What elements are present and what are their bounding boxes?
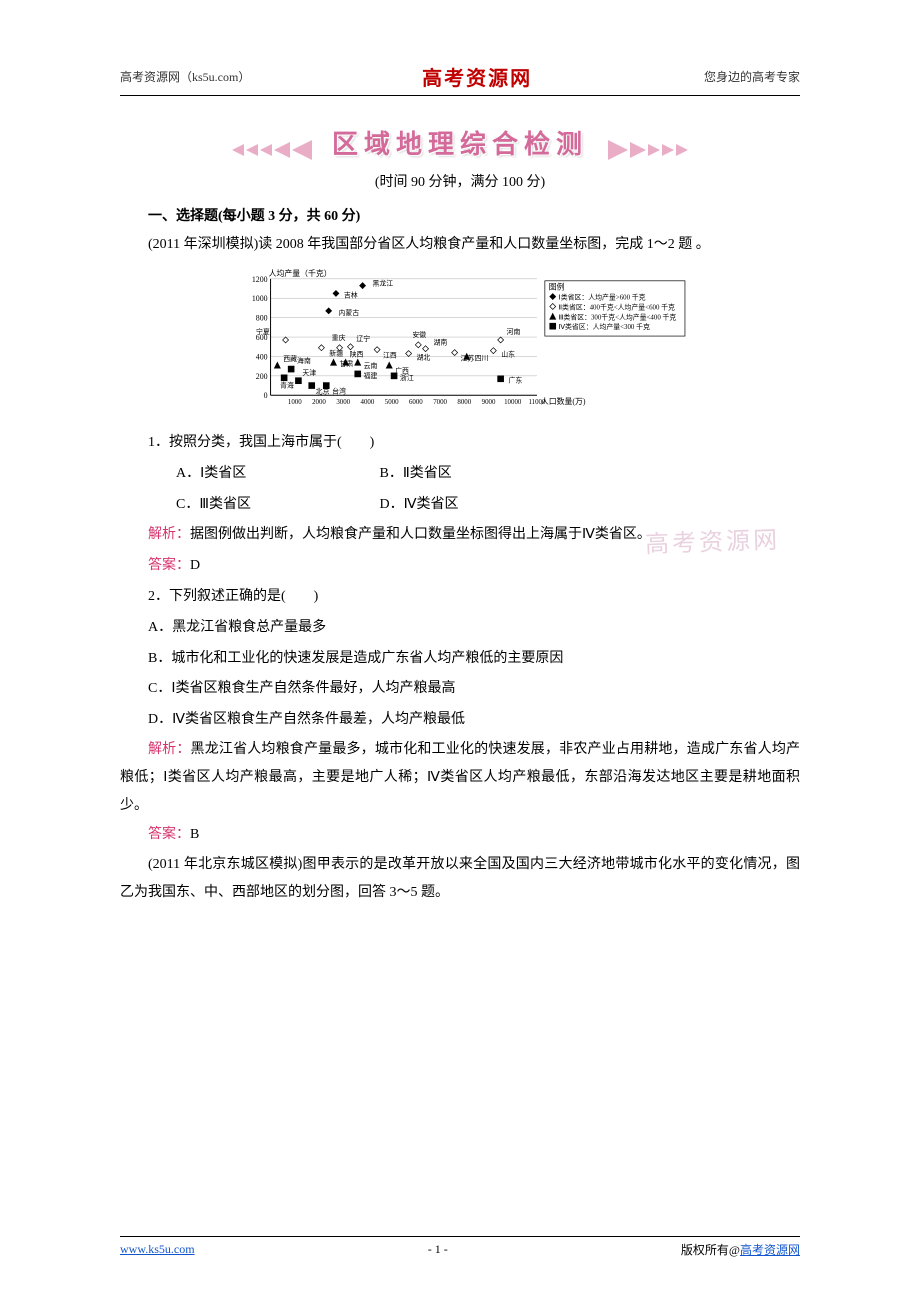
q2-analysis: 解析：黑龙江省人均粮食产量最多，城市化和工业化的快速发展，非农产业占用耕地，造成… xyxy=(120,736,800,820)
svg-text:400: 400 xyxy=(256,352,268,361)
svg-text:1000: 1000 xyxy=(288,399,302,406)
q2-option-a: A．黑龙江省粮食总产量最多 xyxy=(120,613,800,644)
svg-text:黑龙江: 黑龙江 xyxy=(372,279,393,288)
q1-option-d: D．Ⅳ类省区 xyxy=(352,490,552,521)
svg-text:3000: 3000 xyxy=(336,399,350,406)
svg-text:新疆: 新疆 xyxy=(329,349,343,358)
q2-option-b: B．城市化和工业化的快速发展是造成广东省人均产粮低的主要原因 xyxy=(120,644,800,675)
svg-text:台湾: 台湾 xyxy=(332,386,346,395)
scatter-chart: 人均产量（千克）02004006008001000120010002000300… xyxy=(120,267,800,420)
svg-text:1000: 1000 xyxy=(252,294,268,303)
q1-options-row-2: C．Ⅲ类省区 D．Ⅳ类省区 xyxy=(120,490,800,521)
answer-label-2: 答案： xyxy=(148,827,190,842)
svg-text:重庆: 重庆 xyxy=(332,333,346,342)
svg-text:广东: 广东 xyxy=(509,376,523,385)
svg-text:2000: 2000 xyxy=(312,399,326,406)
svg-text:海南: 海南 xyxy=(297,356,311,365)
svg-text:吉林: 吉林 xyxy=(344,290,358,299)
q1-answer-value: D xyxy=(190,558,200,573)
svg-text:内蒙古: 内蒙古 xyxy=(339,308,360,317)
svg-text:福建: 福建 xyxy=(364,371,378,380)
svg-text:西藏: 西藏 xyxy=(283,354,297,363)
svg-text:人均产量（千克）: 人均产量（千克） xyxy=(269,268,332,278)
svg-text:人口数量(万): 人口数量(万) xyxy=(541,396,586,406)
q2-analysis-text: 黑龙江省人均粮食产量最多，城市化和工业化的快速发展，非农产业占用耕地，造成广东省… xyxy=(120,742,800,813)
ornament-left-icon xyxy=(232,139,322,161)
svg-text:8000: 8000 xyxy=(457,399,471,406)
intro-paragraph-1: (2011 年深圳模拟)读 2008 年我国部分省区人均粮食产量和人口数量坐标图… xyxy=(120,231,800,259)
q1-stem: 1．按照分类，我国上海市属于( ) xyxy=(120,428,800,459)
svg-text:山东: 山东 xyxy=(501,350,515,359)
header-left: 高考资源网（ks5u.com） xyxy=(120,68,250,85)
svg-text:Ⅰ类省区：人均产量>600 千克: Ⅰ类省区：人均产量>600 千克 xyxy=(559,293,646,302)
svg-text:10000: 10000 xyxy=(504,399,522,406)
exam-meta: (时间 90 分钟，满分 100 分) xyxy=(120,171,800,191)
q1-option-b: B．Ⅱ类省区 xyxy=(352,459,552,490)
svg-text:0: 0 xyxy=(264,391,268,400)
svg-text:四川: 四川 xyxy=(475,354,489,362)
title-banner: 区域地理综合检测 xyxy=(120,124,800,161)
svg-text:7000: 7000 xyxy=(433,399,447,406)
watermark: 高考资源网 xyxy=(644,519,780,559)
q2-option-c: C．Ⅰ类省区粮食生产自然条件最好，人均产粮最高 xyxy=(120,674,800,705)
analysis-label-2: 解析： xyxy=(148,742,191,757)
analysis-label: 解析： xyxy=(148,527,190,542)
svg-text:图例: 图例 xyxy=(549,282,565,292)
svg-text:9000: 9000 xyxy=(482,399,496,406)
svg-text:湖南: 湖南 xyxy=(433,338,447,347)
footer-copyright: 版权所有@高考资源网 xyxy=(681,1241,800,1258)
svg-text:Ⅲ类省区：300千克<人均产量<400 千克: Ⅲ类省区：300千克<人均产量<400 千克 xyxy=(559,312,677,321)
q2-stem: 2．下列叙述正确的是( ) xyxy=(120,582,800,613)
svg-text:安徽: 安徽 xyxy=(412,330,426,339)
header-right: 您身边的高考专家 xyxy=(704,68,800,85)
ornament-right-icon xyxy=(598,139,688,161)
answer-label: 答案： xyxy=(148,558,190,573)
svg-text:江西: 江西 xyxy=(383,352,397,360)
page-footer: www.ks5u.com - 1 - 版权所有@高考资源网 xyxy=(120,1236,800,1258)
q2-option-d: D．Ⅳ类省区粮食生产自然条件最差，人均产粮最低 xyxy=(120,705,800,736)
q2-answer-value: B xyxy=(190,827,199,842)
banner-title: 区域地理综合检测 xyxy=(332,124,588,161)
svg-text:陕西: 陕西 xyxy=(350,349,364,358)
content-body: 区域地理综合检测 (时间 90 分钟，满分 100 分) 一、选择题(每小题 3… xyxy=(120,110,800,907)
svg-text:辽宁: 辽宁 xyxy=(356,334,370,343)
svg-text:5000: 5000 xyxy=(385,399,399,406)
footer-url[interactable]: www.ks5u.com xyxy=(120,1242,195,1257)
svg-text:Ⅳ类省区：人均产量<300 千克: Ⅳ类省区：人均产量<300 千克 xyxy=(559,322,650,331)
svg-text:宁夏: 宁夏 xyxy=(256,327,270,336)
svg-text:天津: 天津 xyxy=(302,369,316,377)
q1-options-row-1: A．Ⅰ类省区 B．Ⅱ类省区 xyxy=(120,459,800,490)
svg-text:云南: 云南 xyxy=(364,361,378,370)
svg-text:6000: 6000 xyxy=(409,399,423,406)
svg-text:800: 800 xyxy=(256,314,268,323)
svg-text:Ⅱ类省区：400千克<人均产量<600 千克: Ⅱ类省区：400千克<人均产量<600 千克 xyxy=(559,302,675,311)
svg-text:浙江: 浙江 xyxy=(400,373,414,382)
q2-answer: 答案：B xyxy=(120,820,800,851)
svg-text:河南: 河南 xyxy=(507,327,521,336)
svg-text:青海: 青海 xyxy=(280,381,294,390)
footer-page-number: - 1 - xyxy=(428,1242,448,1257)
q1-option-c: C．Ⅲ类省区 xyxy=(148,490,348,521)
q1-option-a: A．Ⅰ类省区 xyxy=(148,459,348,490)
svg-text:湖北: 湖北 xyxy=(416,352,430,361)
svg-text:200: 200 xyxy=(256,372,268,381)
section-1-heading: 一、选择题(每小题 3 分，共 60 分) xyxy=(120,205,800,225)
intro-paragraph-2: (2011 年北京东城区模拟)图甲表示的是改革开放以来全国及国内三大经济地带城市… xyxy=(120,851,800,907)
svg-text:4000: 4000 xyxy=(361,399,375,406)
q1-analysis-text: 据图例做出判断，人均粮食产量和人口数量坐标图得出上海属于Ⅳ类省区。 xyxy=(190,527,651,542)
svg-text:1200: 1200 xyxy=(252,275,268,284)
header-center-logo: 高考资源网 xyxy=(422,62,532,91)
page-header: 高考资源网（ks5u.com） 高考资源网 您身边的高考专家 xyxy=(120,62,800,96)
